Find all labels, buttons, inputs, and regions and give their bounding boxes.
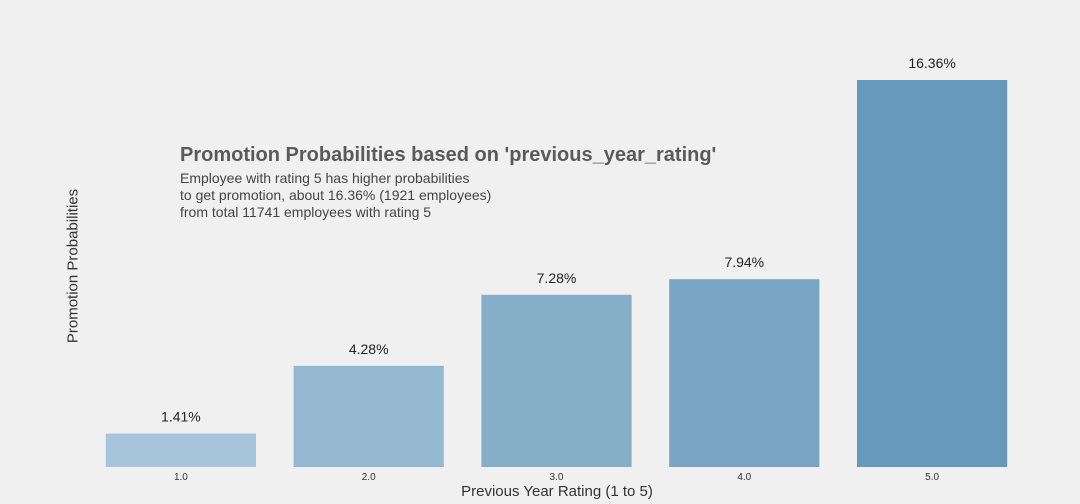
data-label-1.0: 1.41% bbox=[161, 409, 201, 425]
x-axis-label: Previous Year Rating (1 to 5) bbox=[461, 483, 653, 500]
bar-4.0 bbox=[669, 279, 820, 467]
data-label-2.0: 4.28% bbox=[349, 341, 389, 357]
data-label-5.0: 16.36% bbox=[908, 55, 955, 71]
data-label-4.0: 7.94% bbox=[724, 254, 764, 270]
annotation-line-2: to get promotion, about 16.36% (1921 emp… bbox=[180, 187, 492, 203]
y-axis-label: Promotion Probabilities bbox=[64, 188, 82, 344]
annotation-line-3: from total 11741 employees with rating 5 bbox=[180, 204, 432, 220]
bar-5.0 bbox=[857, 80, 1008, 467]
x-tick-label-2.0: 2.0 bbox=[362, 472, 376, 483]
x-tick-label-1.0: 1.0 bbox=[174, 472, 188, 483]
annotation-line-1: Employee with rating 5 has higher probab… bbox=[180, 170, 470, 186]
x-tick-label-5.0: 5.0 bbox=[925, 472, 939, 483]
annotation-title: Promotion Probabilities based on 'previo… bbox=[180, 144, 717, 166]
bar-1.0 bbox=[105, 433, 256, 467]
bar-2.0 bbox=[293, 365, 444, 467]
x-tick-label-4.0: 4.0 bbox=[737, 472, 751, 483]
chart-annotation: Promotion Probabilities based on 'previo… bbox=[180, 143, 716, 221]
data-label-3.0: 7.28% bbox=[537, 270, 577, 286]
bar-3.0 bbox=[481, 294, 632, 467]
x-tick-label-3.0: 3.0 bbox=[550, 472, 564, 483]
